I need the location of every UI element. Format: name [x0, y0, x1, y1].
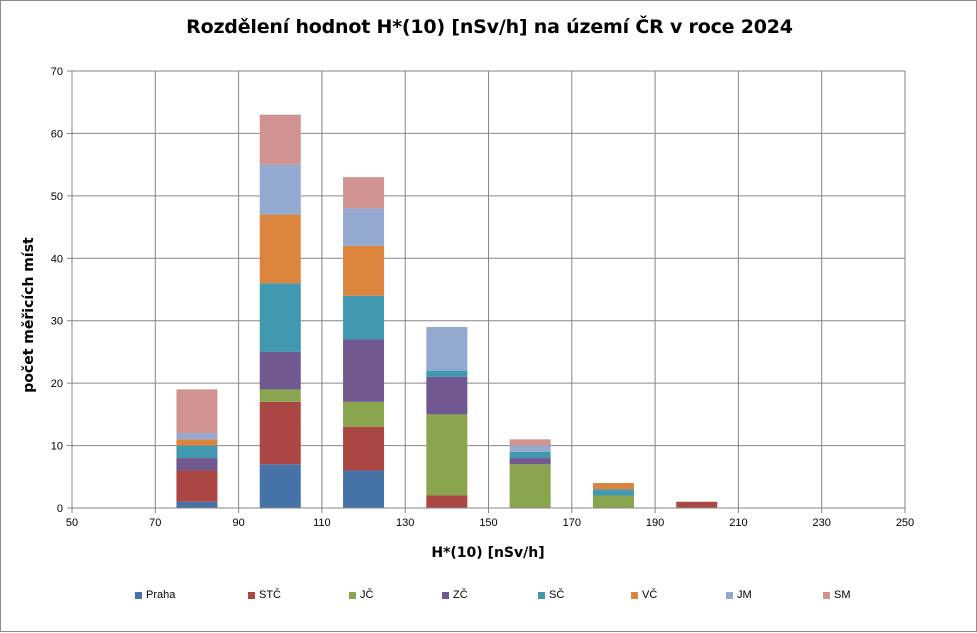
bar-segment-zc	[176, 458, 218, 471]
bar-segment-sm	[259, 114, 301, 165]
legend: Praha STČ JČ ZČ SČ VČ JM SM	[1, 589, 977, 609]
legend-item: STČ	[248, 589, 281, 607]
bar-segment-sc	[259, 283, 301, 352]
y-tick-label: 60	[51, 128, 63, 140]
bar-segment-praha	[259, 464, 301, 508]
legend-item: JM	[726, 589, 752, 607]
bar-segment-sc	[176, 445, 218, 459]
legend-swatch	[135, 591, 142, 599]
legend-label: STČ	[259, 589, 281, 602]
y-tick-label: 70	[51, 66, 63, 78]
x-tick-label: 50	[66, 517, 78, 529]
bar-segment-stc	[176, 470, 218, 502]
bar-segment-jm	[259, 164, 301, 215]
bar-segment-praha	[176, 501, 218, 508]
x-tick-label: 130	[396, 517, 414, 529]
x-tick-label: 230	[813, 517, 831, 529]
legend-label: JM	[737, 589, 752, 602]
legend-label: JČ	[360, 589, 374, 602]
legend-item: ZČ	[442, 589, 468, 607]
legend-item: SČ	[538, 589, 564, 607]
y-tick-label: 0	[57, 503, 63, 515]
bar-segment-jc	[259, 389, 301, 402]
legend-swatch	[631, 591, 638, 599]
bar-segment-jm	[343, 208, 385, 246]
bar-segment-stc	[259, 401, 301, 465]
legend-swatch	[248, 591, 255, 599]
x-tick-label: 250	[896, 517, 914, 529]
x-tick-label: 110	[313, 517, 331, 529]
legend-swatch	[726, 591, 733, 599]
bar-segment-sc	[343, 295, 385, 340]
x-tick-label: 150	[479, 517, 497, 529]
legend-item: VČ	[631, 589, 657, 607]
x-tick-label: 70	[149, 517, 161, 529]
bar-segment-sm	[343, 177, 385, 209]
legend-swatch	[823, 591, 830, 599]
bar-segment-jm	[426, 326, 468, 371]
bar-segment-sm	[176, 389, 218, 434]
x-axis-label: H*(10) [nSv/h]	[431, 545, 545, 561]
bar-segment-zc	[426, 376, 468, 415]
bar-segment-vc	[259, 214, 301, 284]
bar-segment-sc	[592, 489, 634, 496]
bar-segment-sc	[509, 451, 551, 459]
y-tick-label: 40	[51, 253, 63, 265]
y-tick-label: 30	[51, 316, 63, 328]
bar-segment-stc	[426, 495, 468, 508]
legend-label: ZČ	[453, 589, 468, 602]
bar-segment-jm	[176, 433, 218, 440]
bar-segment-jm	[509, 445, 551, 452]
legend-item: JČ	[349, 589, 373, 607]
x-tick-label: 190	[646, 517, 664, 529]
bar-segment-zc	[509, 458, 551, 465]
y-tick-label: 20	[51, 378, 63, 390]
bar-segment-sc	[426, 370, 468, 377]
y-tick-label: 10	[51, 441, 63, 453]
bar-segment-vc	[592, 483, 634, 490]
legend-label: SM	[834, 589, 851, 602]
bar-segment-stc	[343, 426, 385, 471]
bar-segment-jc	[592, 495, 634, 508]
y-tick-label: 50	[51, 191, 63, 203]
bar-segment-vc	[343, 245, 385, 296]
bar-segment-jc	[509, 464, 551, 508]
x-tick-label: 90	[232, 517, 244, 529]
bar-segment-jc	[343, 401, 385, 427]
legend-item: Praha	[135, 589, 175, 607]
x-tick-label: 170	[563, 517, 581, 529]
bar-segment-jc	[426, 414, 468, 496]
bar-segment-stc	[676, 501, 718, 508]
legend-item: SM	[823, 589, 851, 607]
legend-swatch	[349, 591, 356, 599]
legend-swatch	[442, 591, 449, 599]
chart-title: Rozdělení hodnot H*(10) [nSv/h] na území…	[186, 16, 793, 38]
bar-segment-sm	[509, 439, 551, 446]
legend-label: VČ	[642, 589, 658, 602]
x-tick-label: 210	[729, 517, 747, 529]
bar-segment-zc	[343, 339, 385, 402]
bar-segment-praha	[343, 470, 385, 508]
bar-segment-vc	[176, 439, 218, 446]
legend-label: SČ	[549, 589, 565, 602]
legend-label: Praha	[146, 589, 176, 602]
legend-swatch	[538, 591, 545, 599]
bar-segment-zc	[259, 351, 301, 390]
